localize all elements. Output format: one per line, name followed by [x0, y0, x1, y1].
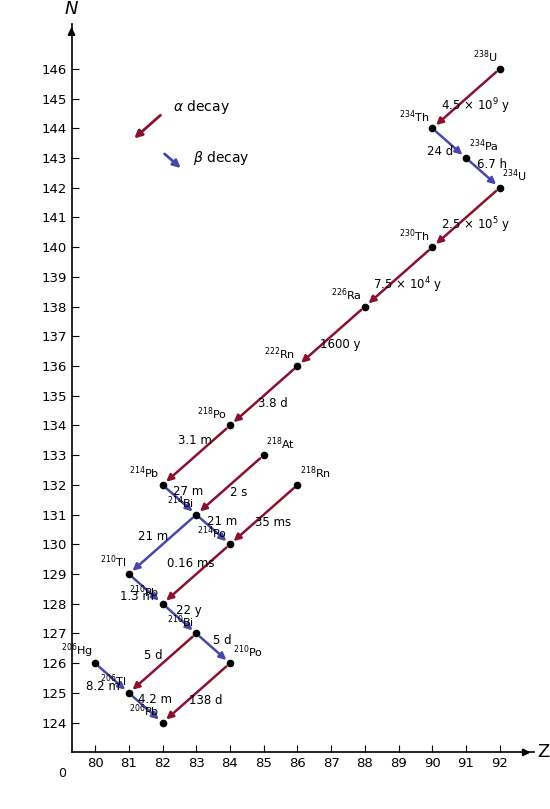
Text: $^{214}$Po: $^{214}$Po	[197, 524, 227, 540]
Text: 2 s: 2 s	[230, 486, 248, 499]
Text: $^{210}$Bi: $^{210}$Bi	[167, 613, 194, 630]
Text: $^{206}$Hg: $^{206}$Hg	[60, 641, 92, 659]
Text: $\beta$ decay: $\beta$ decay	[193, 149, 250, 167]
Text: $^{206}$Pb: $^{206}$Pb	[129, 702, 160, 719]
Text: $^{222}$Rn: $^{222}$Rn	[263, 346, 295, 362]
Text: 1600 y: 1600 y	[320, 338, 360, 351]
Text: $^{218}$Po: $^{218}$Po	[197, 405, 227, 422]
Text: 22 y: 22 y	[175, 604, 201, 617]
Text: 5 d: 5 d	[213, 634, 232, 647]
Text: 24 d: 24 d	[427, 145, 453, 158]
Text: N: N	[65, 0, 78, 19]
Text: 7.5 × 10$^4$ y: 7.5 × 10$^4$ y	[373, 275, 442, 294]
Text: 35 ms: 35 ms	[255, 516, 291, 529]
Text: $^{234}$Pa: $^{234}$Pa	[469, 138, 498, 155]
Text: 21 m: 21 m	[207, 515, 237, 528]
Text: 1.3 m: 1.3 m	[120, 591, 153, 604]
Text: $^{234}$U: $^{234}$U	[503, 167, 527, 184]
Text: $^{238}$U: $^{238}$U	[472, 49, 497, 66]
Text: 27 m: 27 m	[173, 485, 204, 498]
Text: $^{226}$Ra: $^{226}$Ra	[332, 286, 362, 303]
Text: 138 d: 138 d	[189, 694, 222, 707]
Text: $^{210}$Pb: $^{210}$Pb	[129, 583, 160, 600]
Text: $^{214}$Pb: $^{214}$Pb	[129, 464, 160, 481]
Text: 6.7 h: 6.7 h	[477, 159, 507, 172]
Text: $^{214}$Bi: $^{214}$Bi	[167, 494, 194, 511]
Text: 21 m: 21 m	[139, 530, 169, 543]
Text: 4.2 m: 4.2 m	[138, 693, 172, 706]
Text: 0.16 ms: 0.16 ms	[167, 557, 214, 570]
Text: $^{234}$Th: $^{234}$Th	[399, 108, 430, 125]
Text: 8.2 m: 8.2 m	[86, 680, 120, 693]
Text: $^{210}$Tl: $^{210}$Tl	[100, 554, 126, 570]
Text: $^{206}$Tl: $^{206}$Tl	[100, 673, 126, 689]
Text: $^{210}$Po: $^{210}$Po	[233, 643, 263, 659]
Text: $^{218}$At: $^{218}$At	[266, 435, 295, 451]
Text: $^{230}$Th: $^{230}$Th	[399, 227, 430, 244]
Text: $^{218}$Rn: $^{218}$Rn	[300, 464, 331, 481]
Text: $\alpha$ decay: $\alpha$ decay	[173, 99, 229, 116]
Text: 0: 0	[58, 767, 67, 780]
Text: 3.8 d: 3.8 d	[258, 397, 288, 410]
Text: 5 d: 5 d	[144, 649, 163, 662]
Text: 3.1 m: 3.1 m	[178, 434, 212, 447]
Text: Z: Z	[537, 743, 549, 761]
Text: 2.5 × 10$^5$ y: 2.5 × 10$^5$ y	[441, 216, 510, 235]
Text: 4.5 × 10$^9$ y: 4.5 × 10$^9$ y	[441, 97, 510, 116]
